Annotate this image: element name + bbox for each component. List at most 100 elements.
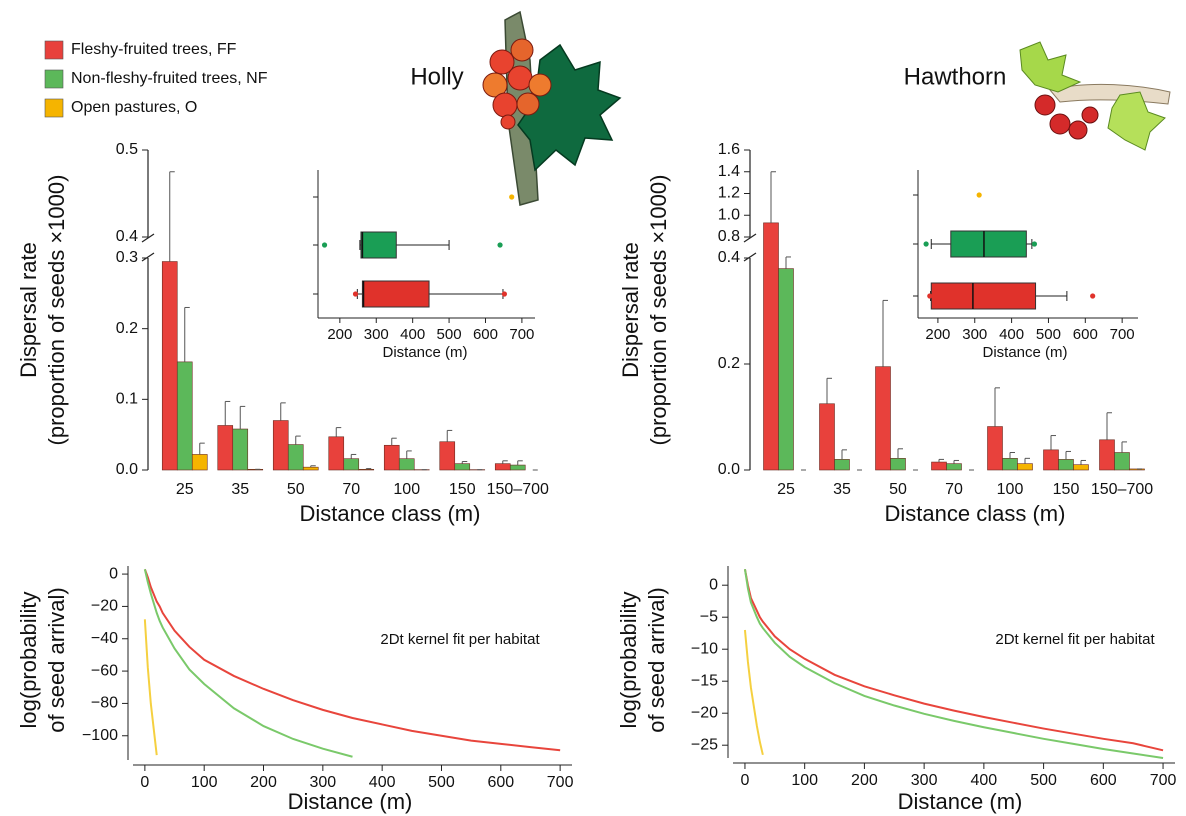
legend-swatch xyxy=(44,69,64,89)
bar xyxy=(1017,463,1033,471)
y-axis-title: Dispersal rate xyxy=(618,242,643,378)
x-tick-label: 700 xyxy=(547,774,574,791)
x-tick-label: 200 xyxy=(250,774,277,791)
x-tick-label: 400 xyxy=(369,774,396,791)
bar xyxy=(398,458,415,471)
legend-label: Open pastures, O xyxy=(71,99,197,116)
x-tick-label: 70 xyxy=(342,481,360,498)
x-tick-label: 50 xyxy=(287,481,305,498)
y-tick-label: −40 xyxy=(91,630,118,647)
bar xyxy=(217,425,234,471)
x-tick-label: 150 xyxy=(449,481,476,498)
x-tick-label: 25 xyxy=(777,481,795,498)
kernel-line xyxy=(143,569,353,758)
x-axis-title: Distance (m) xyxy=(288,789,413,814)
bar xyxy=(272,420,289,471)
x-tick-label: 100 xyxy=(791,772,818,789)
x-tick-label: 150 xyxy=(1053,481,1080,498)
x-tick-label: 25 xyxy=(176,481,194,498)
y-tick-label: 0 xyxy=(109,565,118,582)
x-axis-title: Distance class (m) xyxy=(885,501,1066,526)
outlier xyxy=(927,293,933,299)
bar xyxy=(302,466,319,471)
y-tick-label: −20 xyxy=(91,598,118,615)
axis-break xyxy=(743,233,757,243)
x-tick-label: 400 xyxy=(971,772,998,789)
y-tick-label: 0.3 xyxy=(116,249,138,266)
y-tick-label: 1.2 xyxy=(718,185,740,202)
x-tick-label: 0 xyxy=(740,772,749,789)
bar xyxy=(383,444,400,471)
legend-swatch xyxy=(44,40,64,60)
bar xyxy=(1058,459,1074,471)
y-axis-title: (proportion of seeds ×1000) xyxy=(646,175,671,446)
x-tick-label: 200 xyxy=(327,326,352,343)
y-axis-title: Dispersal rate xyxy=(16,242,41,378)
y-tick-label: 0.2 xyxy=(718,355,740,372)
box xyxy=(361,280,430,308)
outlier xyxy=(1031,241,1038,247)
outlier xyxy=(1090,293,1096,299)
outlier xyxy=(509,194,515,200)
bar xyxy=(232,428,249,471)
outlier xyxy=(352,291,359,297)
x-tick-label: 0 xyxy=(140,774,149,791)
legend-label: Non-fleshy-fruited trees, NF xyxy=(71,70,268,87)
bar xyxy=(509,464,526,471)
x-tick-label: 300 xyxy=(309,774,336,791)
x-tick-label: 500 xyxy=(1030,772,1057,789)
bar xyxy=(343,458,360,471)
bar xyxy=(946,463,962,471)
bar xyxy=(1002,458,1018,471)
bar xyxy=(1114,452,1130,471)
bar xyxy=(1043,449,1059,471)
y-tick-label: 0.4 xyxy=(718,249,740,266)
x-axis-title: Distance (m) xyxy=(382,344,467,361)
x-axis-title: Distance class (m) xyxy=(300,501,481,526)
bar xyxy=(931,461,947,471)
y-tick-label: −10 xyxy=(691,640,718,657)
y-tick-label: 1.4 xyxy=(718,163,740,180)
y-tick-label: 0.0 xyxy=(718,461,740,478)
outlier xyxy=(923,241,929,247)
kernel-line xyxy=(743,629,764,756)
x-tick-label: 700 xyxy=(1110,326,1135,343)
bar xyxy=(890,458,906,471)
x-tick-label: 150–700 xyxy=(1091,481,1153,498)
x-tick-label: 600 xyxy=(1090,772,1117,789)
y-tick-label: 0.2 xyxy=(116,320,138,337)
box xyxy=(360,231,397,259)
axis-break xyxy=(141,233,155,243)
x-tick-label: 100 xyxy=(191,774,218,791)
y-tick-label: 0 xyxy=(709,576,718,593)
x-tick-label: 200 xyxy=(851,772,878,789)
bar xyxy=(819,403,835,471)
x-tick-label: 200 xyxy=(925,326,950,343)
kernel-line xyxy=(143,619,158,756)
annotation: 2Dt kernel fit per habitat xyxy=(995,631,1155,648)
bar xyxy=(161,261,178,471)
bar xyxy=(454,463,471,471)
bar xyxy=(191,454,208,471)
bar xyxy=(358,468,375,471)
x-tick-label: 50 xyxy=(889,481,907,498)
box xyxy=(950,230,1027,258)
y-axis-title: log(probability xyxy=(16,592,41,729)
x-tick-label: 70 xyxy=(945,481,963,498)
y-tick-label: −20 xyxy=(691,704,718,721)
kernel-line xyxy=(143,568,561,752)
bar xyxy=(176,361,193,471)
legend-label: Fleshy-fruited trees, FF xyxy=(71,41,237,58)
x-tick-label: 500 xyxy=(1036,326,1061,343)
y-axis-title: log(probability xyxy=(616,592,641,729)
x-tick-label: 100 xyxy=(997,481,1024,498)
y-tick-label: 0.0 xyxy=(116,461,138,478)
outlier xyxy=(976,192,982,198)
hawthorn-illustration xyxy=(1019,41,1171,151)
x-tick-label: 400 xyxy=(400,326,425,343)
bar xyxy=(328,436,345,471)
bar xyxy=(834,459,850,471)
y-tick-label: 1.0 xyxy=(718,206,740,223)
y-tick-label: −25 xyxy=(691,736,718,753)
